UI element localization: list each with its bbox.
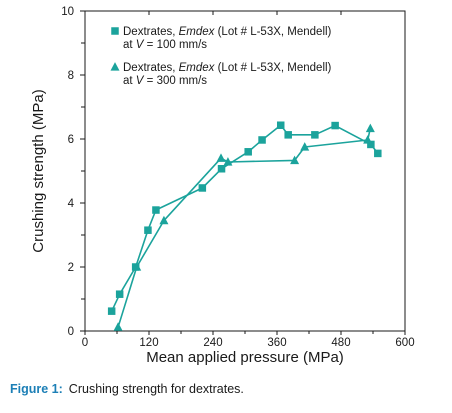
- x-axis-label: Mean applied pressure (MPa): [146, 349, 344, 366]
- x-tick-label: 120: [139, 337, 158, 349]
- legend-text-part: at: [123, 75, 136, 87]
- legend-text-part: Dextrates,: [123, 26, 179, 38]
- data-point-triangle: [159, 215, 169, 225]
- y-tick-label: 6: [68, 134, 74, 146]
- data-point-square: [276, 121, 285, 129]
- data-point-square: [152, 206, 160, 214]
- data-point-triangle: [223, 157, 233, 166]
- data-point-triangle: [216, 153, 226, 162]
- legend-text-part: V: [136, 75, 145, 87]
- y-tick-label: 8: [68, 70, 74, 82]
- legend-text-part: (Lot # L-53X, Mendell): [214, 26, 331, 38]
- data-point-square: [284, 131, 292, 139]
- data-point-square: [331, 121, 339, 130]
- chart-series: [107, 121, 382, 331]
- data-point-square: [367, 140, 375, 149]
- data-point-square: [258, 136, 266, 144]
- y-tick-label: 4: [68, 198, 75, 210]
- chart-axes: 0 120 240 360 480 600 0 2 4 6 8 10 Mean applied pres…: [30, 6, 415, 366]
- data-point-square: [244, 148, 252, 156]
- data-point-square: [217, 165, 226, 173]
- x-tick-label: 600: [395, 337, 414, 349]
- legend-text-part: Dextrates,: [123, 62, 179, 74]
- legend-marker-triangle: [110, 62, 120, 71]
- data-point-square: [107, 307, 116, 315]
- data-point-square: [311, 131, 319, 139]
- data-point-square: [198, 184, 207, 192]
- legend-entry-line2: at V = 300 mm/s: [123, 75, 207, 87]
- data-point-triangle: [132, 262, 142, 271]
- y-tick-label: 2: [68, 262, 74, 274]
- series-1: [107, 121, 382, 315]
- y-axis-label: Crushing strength (MPa): [30, 89, 47, 252]
- data-point-triangle: [113, 322, 123, 331]
- plot-frame: [84, 10, 406, 332]
- legend-text-part: at: [123, 39, 136, 51]
- x-tick-label: 480: [331, 337, 350, 349]
- crushing-strength-chart: 0 120 240 360 480 600 0 2 4 6 8 10 Mean applied pres…: [30, 6, 415, 366]
- series-2-line: [117, 128, 372, 328]
- data-point-triangle: [365, 123, 375, 133]
- legend-marker-square: [111, 27, 119, 35]
- legend-text-part: V: [136, 39, 145, 51]
- data-point-triangle: [363, 135, 373, 144]
- data-point-square: [144, 226, 152, 234]
- x-tick-label: 360: [267, 337, 286, 349]
- figure-caption-label: Figure 1:: [10, 382, 63, 396]
- figure-caption: Figure 1: Crushing strength for dextrates…: [10, 382, 244, 396]
- legend-text-part: (Lot # L-53X, Mendell): [214, 62, 331, 74]
- data-point-triangle: [290, 155, 300, 165]
- legend-text-part: Emdex: [179, 62, 216, 74]
- legend-entry-line1: Dextrates, Emdex (Lot # L-53X, Mendell): [123, 62, 332, 74]
- legend-text-part: = 300 mm/s: [143, 75, 207, 87]
- data-point-square: [115, 290, 124, 298]
- figure-caption-text: Crushing strength for dextrates.: [68, 382, 244, 396]
- x-tick-label: 0: [82, 337, 88, 349]
- legend-entry-line1: Dextrates, Emdex (Lot # L-53X, Mendell): [123, 26, 332, 38]
- y-tick-label: 0: [68, 326, 74, 338]
- legend-text-part: Emdex: [179, 26, 216, 38]
- chart-legend: Dextrates, Emdex (Lot # L-53X, Mendell)a…: [110, 26, 332, 87]
- series-2: [113, 123, 375, 331]
- y-tick-label: 10: [61, 6, 74, 18]
- data-point-triangle: [300, 142, 310, 151]
- x-tick-label: 240: [203, 337, 222, 349]
- legend-entry-line2: at V = 100 mm/s: [123, 39, 207, 51]
- legend-text-part: = 100 mm/s: [143, 39, 207, 51]
- data-point-square: [374, 149, 382, 158]
